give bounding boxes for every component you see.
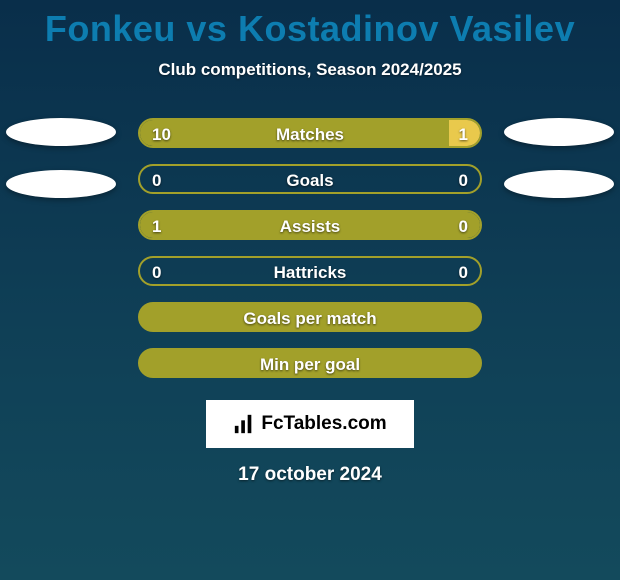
comparison-title: Fonkeu vs Kostadinov Vasilev [0, 0, 620, 50]
stat-value-left: 0 [152, 258, 161, 286]
stat-bar: Matches10 1 [138, 118, 482, 148]
stat-value-right: 0 [459, 166, 468, 194]
stat-label: Assists [140, 212, 480, 240]
stat-label: Goals [140, 166, 480, 194]
right-player-marker [504, 170, 614, 198]
stats-area: Matches101Goals00Assists10Hattricks00Goa… [0, 118, 620, 394]
stat-label: Goals per match [140, 304, 480, 332]
content-root: Fonkeu vs Kostadinov Vasilev Club compet… [0, 0, 620, 580]
stat-bar: Assists1 0 [138, 210, 482, 240]
stat-label: Min per goal [140, 350, 480, 378]
stat-row: Goals per match [0, 302, 620, 348]
stat-row: Min per goal [0, 348, 620, 394]
stat-value-left: 1 [152, 212, 161, 240]
stat-row: Goals0 0 [0, 164, 620, 210]
stat-label: Hattricks [140, 258, 480, 286]
snapshot-date: 17 october 2024 [0, 464, 620, 486]
stat-row: Assists1 0 [0, 210, 620, 256]
stat-bar: Min per goal [138, 348, 482, 378]
stat-value-right: 1 [459, 120, 468, 148]
left-player-marker [6, 170, 116, 198]
stat-row: Matches10 1 [0, 118, 620, 164]
left-player-marker [6, 118, 116, 146]
stat-value-left: 10 [152, 120, 171, 148]
stat-value-left: 0 [152, 166, 161, 194]
stat-bar: Goals per match [138, 302, 482, 332]
fctables-logo: FcTables.com [206, 400, 414, 448]
stat-value-right: 0 [459, 212, 468, 240]
stat-value-right: 0 [459, 258, 468, 286]
stat-bar: Hattricks0 0 [138, 256, 482, 286]
right-player-marker [504, 118, 614, 146]
stat-label: Matches [140, 120, 480, 148]
stat-bar: Goals0 0 [138, 164, 482, 194]
stat-row: Hattricks0 0 [0, 256, 620, 302]
logo-text: FcTables.com [261, 413, 386, 435]
comparison-subtitle: Club competitions, Season 2024/2025 [0, 60, 620, 80]
bar-chart-icon [233, 413, 255, 435]
